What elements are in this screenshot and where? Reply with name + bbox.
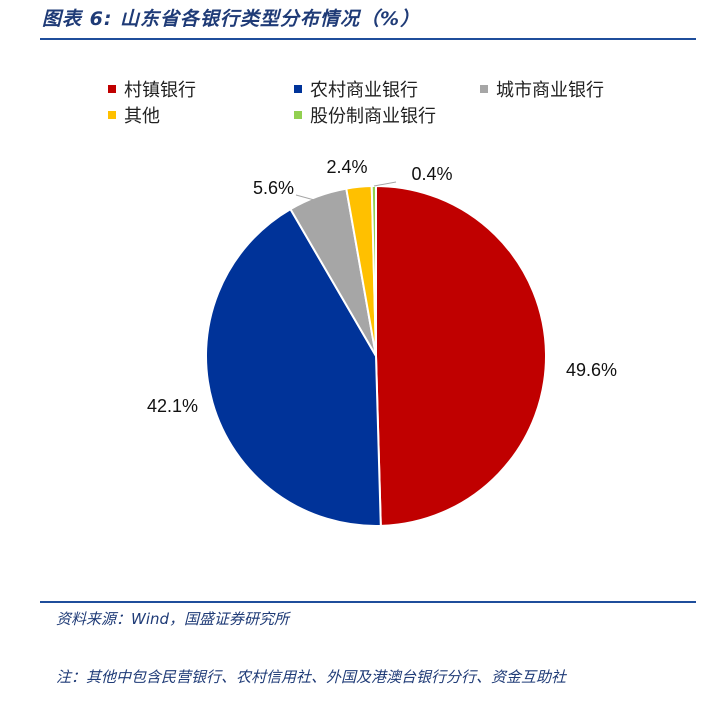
data-label-1: 49.6% [566,360,617,380]
data-label-4: 2.4% [326,157,367,177]
data-label-3: 5.6% [253,178,294,198]
leader-line-3 [295,194,319,202]
legend-swatch [108,111,116,119]
pie-slice-2 [205,207,382,527]
legend-label: 其他 [124,106,160,127]
legend-swatch [108,85,116,93]
legend-label: 村镇银行 [124,80,196,101]
data-label-2: 42.1% [147,396,198,416]
legend-label: 农村商业银行 [310,80,418,101]
data-label-5: 0.4% [411,164,452,184]
legend-item-gufenzhi: 股份制商业银行 [294,102,436,128]
legend-item-chengshang: 城市商业银行 [480,76,604,102]
source-text: 资料来源：Wind，国盛证券研究所 [56,610,290,628]
legend-label: 城市商业银行 [496,80,604,101]
footnote-text: 注：其他中包含民营银行、农村信用社、外国及港澳台银行分行、资金互助社 [56,668,567,686]
leader-line-5 [373,181,397,187]
legend-swatch [480,85,488,93]
legend-label: 股份制商业银行 [310,106,436,127]
legend-swatch [294,85,302,93]
pie-slice-1 [375,184,547,527]
title-divider [40,38,696,40]
pie-chart: 49.6% 42.1% 5.6% 2.4% 0.4% [147,157,617,527]
source-divider [40,601,696,603]
legend-item-other: 其他 [108,102,160,128]
legend-item-nongshang: 农村商业银行 [294,76,418,102]
chart-title: 图表 6: 山东省各银行类型分布情况（%） [42,8,421,30]
legend-item-cunzhen: 村镇银行 [108,76,196,102]
legend-swatch [294,111,302,119]
